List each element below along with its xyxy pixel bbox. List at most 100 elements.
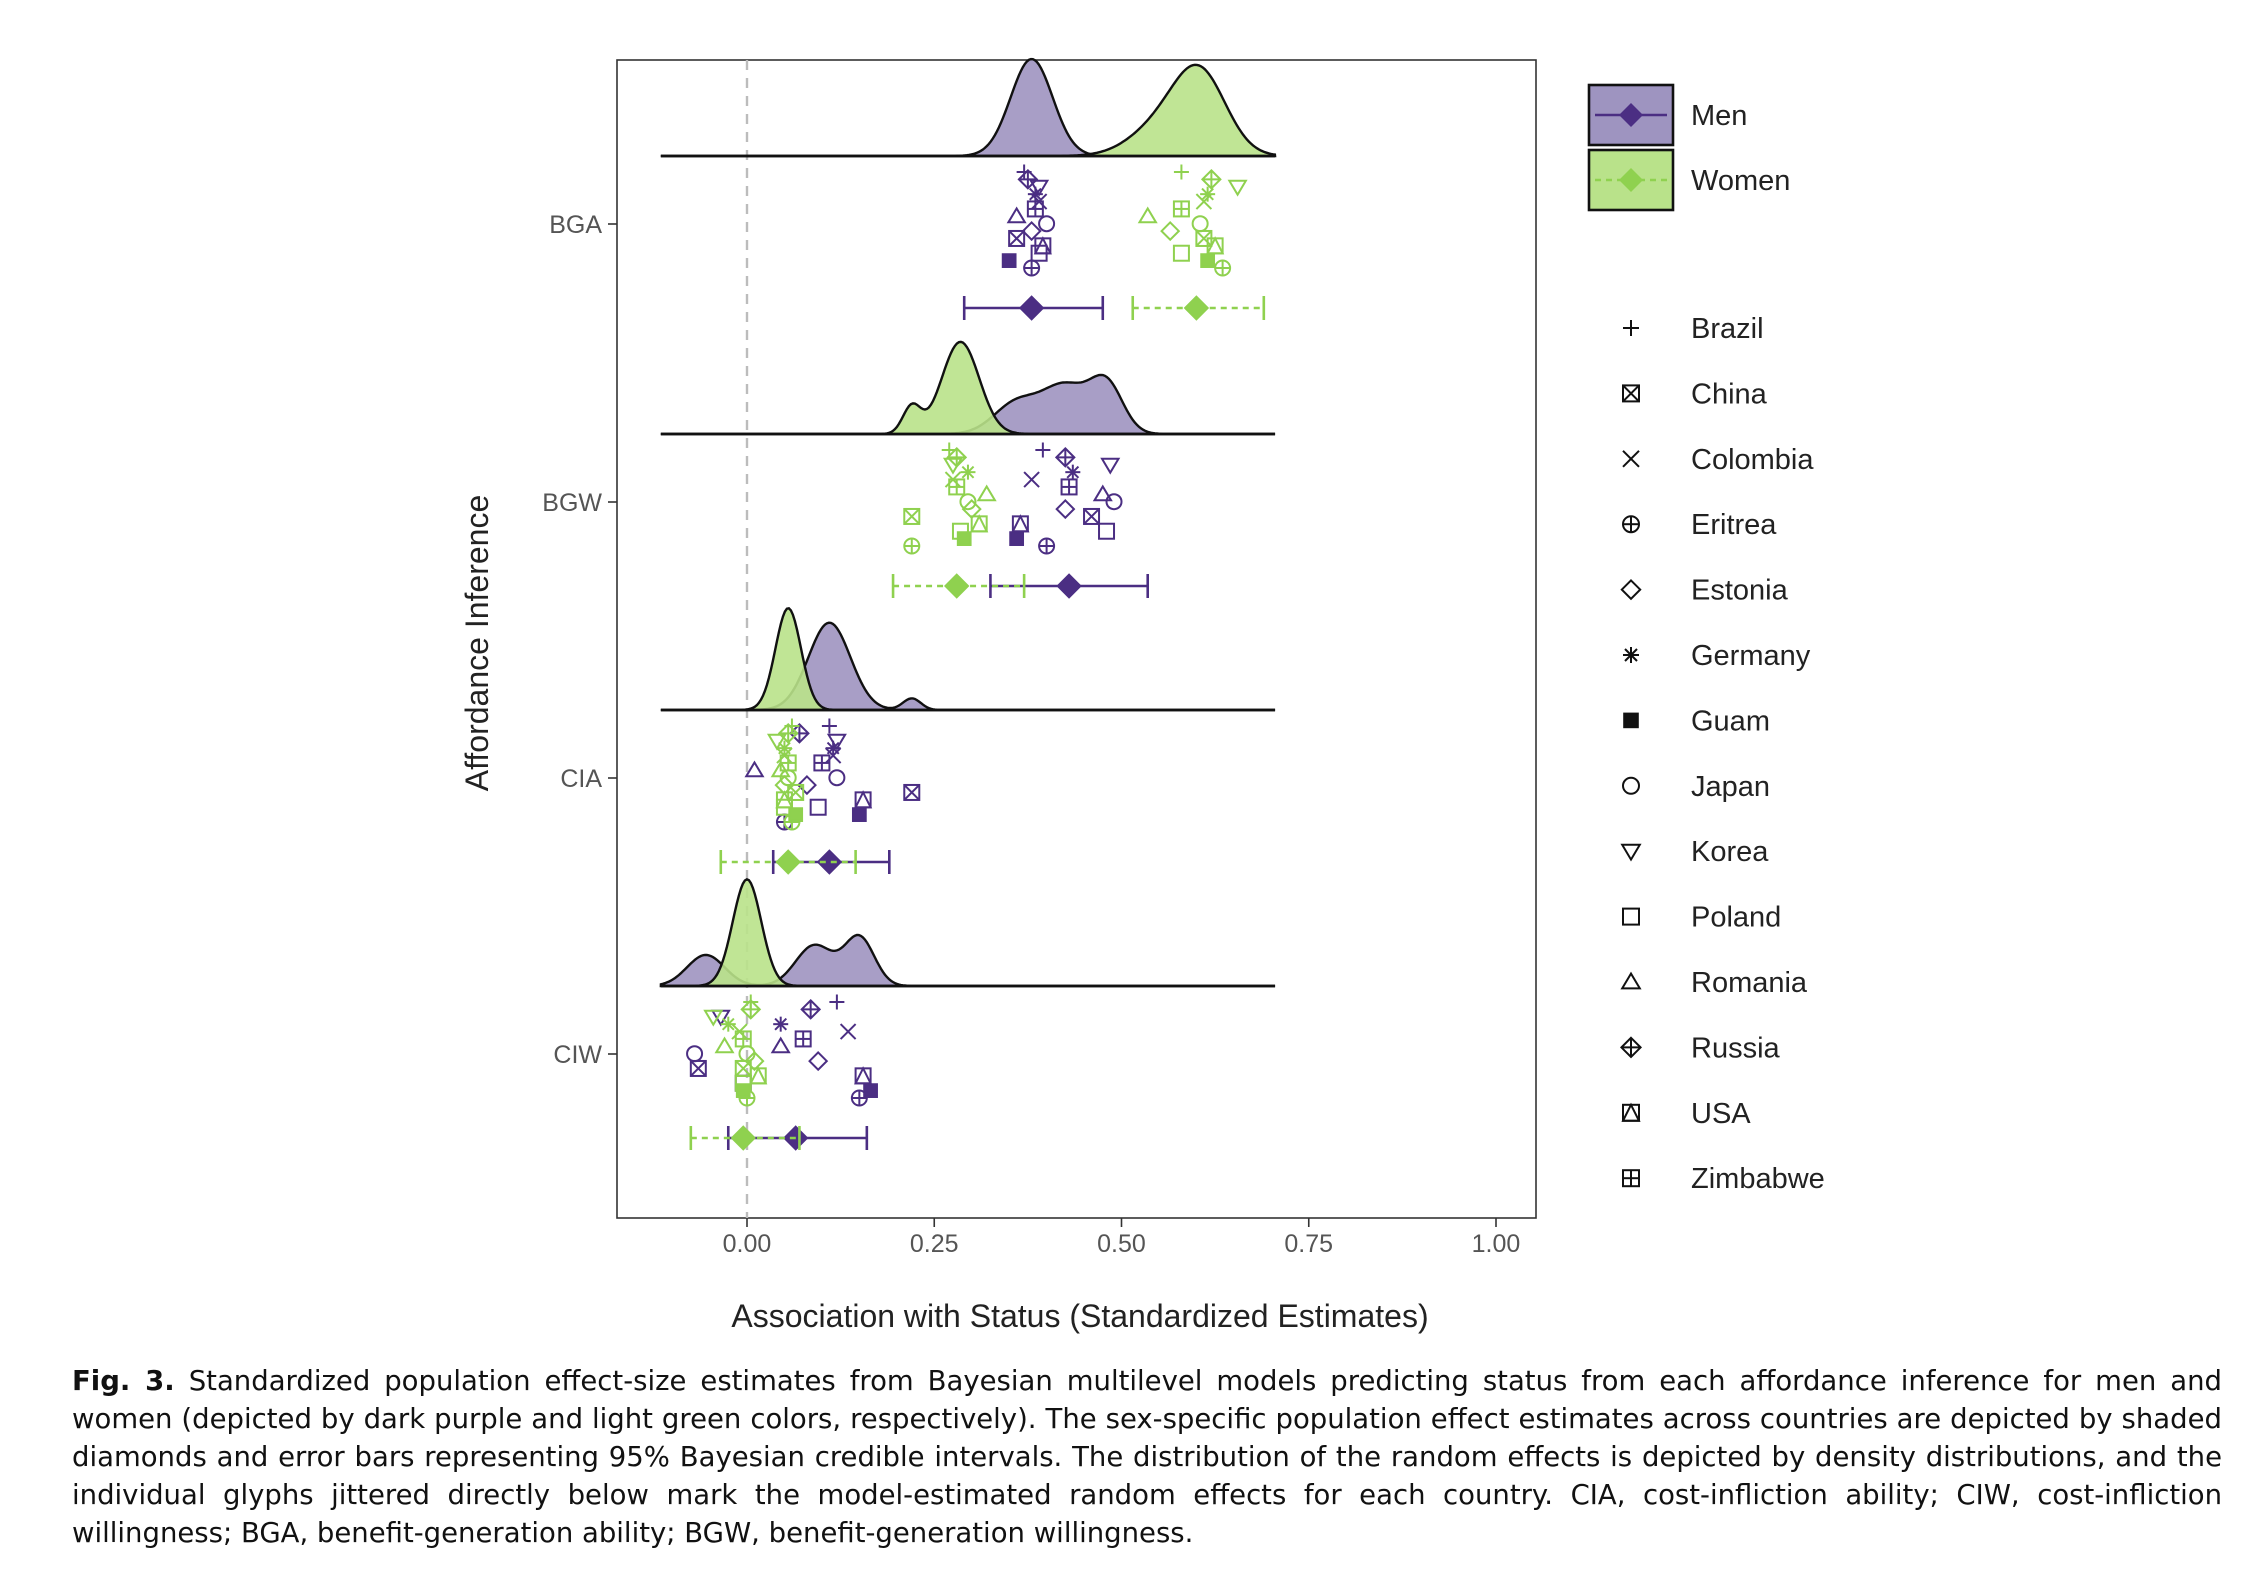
glyph-bgw-men-zimbabwe — [1060, 478, 1078, 496]
glyph-bga-men-romania — [1006, 206, 1027, 224]
glyph-ciw-women-zimbabwe — [734, 1030, 752, 1048]
glyph-bga-women-eritrea — [1214, 259, 1232, 277]
legend-country-germany: Germany — [1623, 640, 1811, 672]
legend-country-russia: Russia — [1619, 1032, 1781, 1064]
x-tick-label: 0.75 — [1284, 1230, 1333, 1258]
legend-country-label: Russia — [1691, 1032, 1781, 1064]
estimate-diamond-bgw-men — [1056, 573, 1082, 599]
row-bga — [660, 57, 1277, 321]
legend-glyph-usa — [1621, 1102, 1641, 1122]
glyph-bgw-women-romania — [976, 484, 997, 502]
glyph-ciw-men-guam — [863, 1083, 878, 1098]
y-tick-label-bgw: BGW — [542, 489, 602, 517]
glyph-cia-men-zimbabwe — [813, 754, 831, 772]
glyph-bgw-women-zimbabwe — [948, 478, 966, 496]
legend-country-label: Guam — [1691, 705, 1770, 737]
x-axis-label: Association with Status (Standardized Es… — [731, 1298, 1428, 1334]
glyph-bga-women-korea — [1227, 179, 1248, 197]
legend-glyph-colombia — [1622, 450, 1640, 468]
legend-country-japan: Japan — [1622, 771, 1770, 803]
legend-country-label: China — [1691, 378, 1768, 410]
density-cia-women — [660, 606, 1276, 712]
glyph-bga-women-poland — [1172, 244, 1190, 262]
glyph-bga-men-zimbabwe — [1026, 200, 1044, 218]
y-tick-label-cia: CIA — [560, 765, 602, 793]
glyph-bgw-women-china — [903, 507, 921, 525]
row-cia — [660, 606, 1276, 875]
legend-glyph-romania — [1620, 971, 1642, 990]
glyph-cia-women-germany — [776, 740, 792, 756]
x-tick-label: 0.00 — [723, 1230, 772, 1258]
density-bgw-women — [660, 340, 1276, 436]
legend-country-label: Estonia — [1691, 575, 1789, 607]
glyph-bga-women-estonia — [1160, 221, 1181, 242]
glyph-bga-women-romania — [1137, 206, 1158, 224]
glyph-cia-men-poland — [809, 798, 827, 816]
legend-glyph-germany — [1623, 647, 1639, 663]
legend-glyph-china — [1622, 384, 1640, 403]
glyph-ciw-men-zimbabwe — [794, 1030, 812, 1048]
x-tick-label: 0.25 — [910, 1230, 959, 1258]
figure-caption: Fig. 3. Standardized population effect-si… — [72, 1362, 2222, 1552]
estimate-diamond-bga-men — [1018, 295, 1045, 321]
legend-country-label: Poland — [1691, 902, 1781, 934]
legend-country-korea: Korea — [1620, 836, 1769, 868]
glyph-bgw-women-japan — [959, 493, 977, 511]
glyph-ciw-women-korea — [703, 1009, 724, 1027]
glyph-bga-men-estonia — [1021, 221, 1042, 242]
glyph-cia-men-japan — [828, 769, 846, 787]
glyph-ciw-men-romania — [770, 1036, 791, 1054]
legend-label-men: Men — [1691, 100, 1747, 132]
glyph-bga-men-russia — [1017, 168, 1039, 190]
glyph-ciw-women-usa — [749, 1066, 768, 1085]
legend-country-label: Germany — [1691, 640, 1811, 672]
legend-country-label: Brazil — [1691, 313, 1764, 345]
glyph-ciw-men-japan — [686, 1045, 704, 1063]
plot-panel: 0.00 0.25 0.50 0.75 1.00 BGA BGW CIA CIW — [542, 57, 1537, 1258]
legend-diamond — [1619, 103, 1643, 127]
glyph-cia-women-zimbabwe — [779, 754, 797, 772]
estimate-diamond-cia-men — [816, 849, 843, 875]
legend-country-label: Zimbabwe — [1691, 1163, 1825, 1195]
glyph-ciw-women-germany — [720, 1016, 736, 1032]
glyph-cia-women-russia — [777, 722, 799, 744]
legend-country-label: Eritrea — [1691, 509, 1777, 541]
legend-glyph-korea — [1620, 843, 1642, 862]
glyph-ciw-men-russia — [800, 998, 822, 1020]
glyph-cia-men-brazil — [821, 718, 837, 734]
glyph-ciw-men-brazil — [829, 994, 845, 1010]
legend-country-colombia: Colombia — [1622, 444, 1814, 476]
y-axis-label: Affordance Inference — [459, 495, 495, 792]
legend-glyph-brazil — [1623, 320, 1639, 336]
legend-country-label: Japan — [1691, 771, 1770, 803]
density-cia-men — [660, 621, 1276, 712]
glyph-cia-men-romania — [744, 760, 765, 778]
glyph-ciw-women-romania — [714, 1036, 735, 1054]
glyph-bga-women-usa — [1206, 236, 1225, 255]
glyph-bgw-men-brazil — [1035, 442, 1051, 458]
legend-country-guam: Guam — [1623, 705, 1770, 737]
legend: Men Women Brazil China Colombia Eritrea Estoni… — [1587, 83, 1825, 1195]
panel-border — [616, 59, 1537, 1219]
glyph-bga-men-eritrea — [1023, 259, 1041, 277]
legend-glyph-zimbabwe — [1622, 1169, 1640, 1188]
density-ciw-women — [660, 877, 1276, 988]
glyph-bga-women-japan — [1191, 215, 1209, 233]
glyph-bgw-women-usa — [970, 514, 989, 533]
estimate-diamond-bgw-women — [944, 573, 970, 599]
legend-country-romania: Romania — [1620, 967, 1808, 999]
affordance-chart: 0.00 0.25 0.50 0.75 1.00 BGA BGW CIA CIW Afforda… — [459, 57, 1825, 1334]
estimate-diamond-bga-women — [1183, 295, 1210, 321]
legend-glyph-japan — [1622, 776, 1640, 795]
glyph-cia-men-guam — [851, 807, 867, 822]
glyph-bga-men-usa — [1033, 236, 1052, 255]
glyph-bgw-women-russia — [946, 446, 968, 468]
legend-glyph-guam — [1623, 712, 1639, 729]
estimate-diamond-cia-women — [775, 849, 801, 875]
x-tick-label: 0.50 — [1097, 1230, 1146, 1258]
glyph-bga-women-guam — [1200, 253, 1216, 268]
legend-country-eritrea: Eritrea — [1622, 509, 1777, 541]
legend-country-estonia: Estonia — [1620, 575, 1789, 607]
glyph-bgw-women-eritrea — [903, 537, 921, 555]
glyph-bgw-men-colombia — [1023, 471, 1040, 488]
